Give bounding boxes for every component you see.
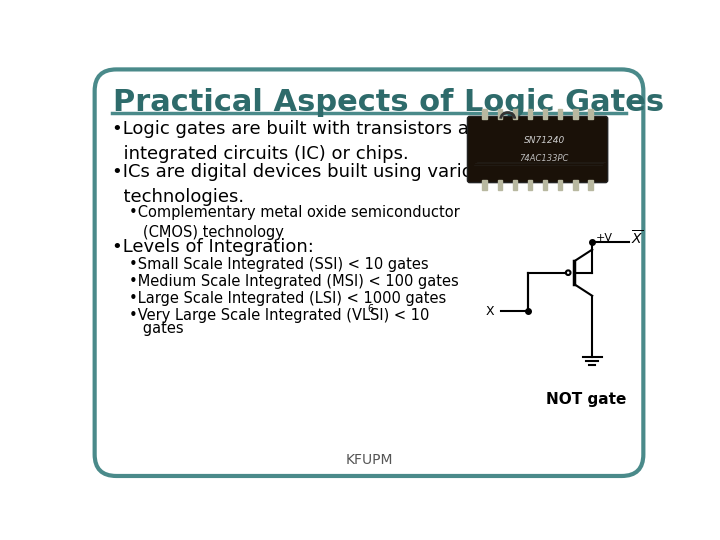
Text: •Medium Scale Integrated (MSI) < 100 gates: •Medium Scale Integrated (MSI) < 100 gat…	[129, 274, 459, 289]
Text: •ICs are digital devices built using various
  technologies.: •ICs are digital devices built using var…	[112, 164, 493, 206]
Bar	[573, 110, 577, 119]
Text: •Large Scale Integrated (LSI) < 1000 gates: •Large Scale Integrated (LSI) < 1000 gat…	[129, 291, 446, 306]
Bar	[588, 110, 593, 119]
Bar	[558, 110, 562, 119]
FancyBboxPatch shape	[94, 70, 644, 476]
Text: •Levels of Integration:: •Levels of Integration:	[112, 238, 314, 256]
Bar	[573, 180, 577, 190]
Text: +V: +V	[595, 233, 612, 244]
Text: Practical Aspects of Logic Gates: Practical Aspects of Logic Gates	[113, 88, 665, 117]
Text: $\overline{X}$: $\overline{X}$	[631, 229, 643, 247]
Bar	[588, 180, 593, 190]
Bar	[513, 180, 517, 190]
Text: gates: gates	[129, 321, 184, 336]
Bar	[498, 180, 503, 190]
Text: •Logic gates are built with transistors as
  integrated circuits (IC) or chips.: •Logic gates are built with transistors …	[112, 120, 478, 163]
Bar	[482, 110, 487, 119]
FancyBboxPatch shape	[467, 117, 608, 183]
Bar	[513, 110, 517, 119]
Bar	[528, 180, 532, 190]
Bar	[558, 180, 562, 190]
Text: NOT gate: NOT gate	[546, 392, 626, 407]
Text: •Small Scale Integrated (SSI) < 10 gates: •Small Scale Integrated (SSI) < 10 gates	[129, 257, 428, 272]
Text: •Very Large Scale Integrated (VLSI) < 10: •Very Large Scale Integrated (VLSI) < 10	[129, 308, 429, 323]
Bar	[543, 180, 547, 190]
Text: SN71240: SN71240	[523, 136, 565, 145]
Text: X: X	[486, 305, 495, 318]
Text: 6: 6	[367, 304, 374, 314]
Text: •Complementary metal oxide semiconductor
   (CMOS) technology: •Complementary metal oxide semiconductor…	[129, 205, 459, 240]
Text: 74AC133PC: 74AC133PC	[520, 154, 569, 163]
Bar	[528, 110, 532, 119]
Bar	[498, 110, 503, 119]
Bar	[482, 180, 487, 190]
Text: KFUPM: KFUPM	[346, 453, 392, 467]
Bar	[543, 110, 547, 119]
